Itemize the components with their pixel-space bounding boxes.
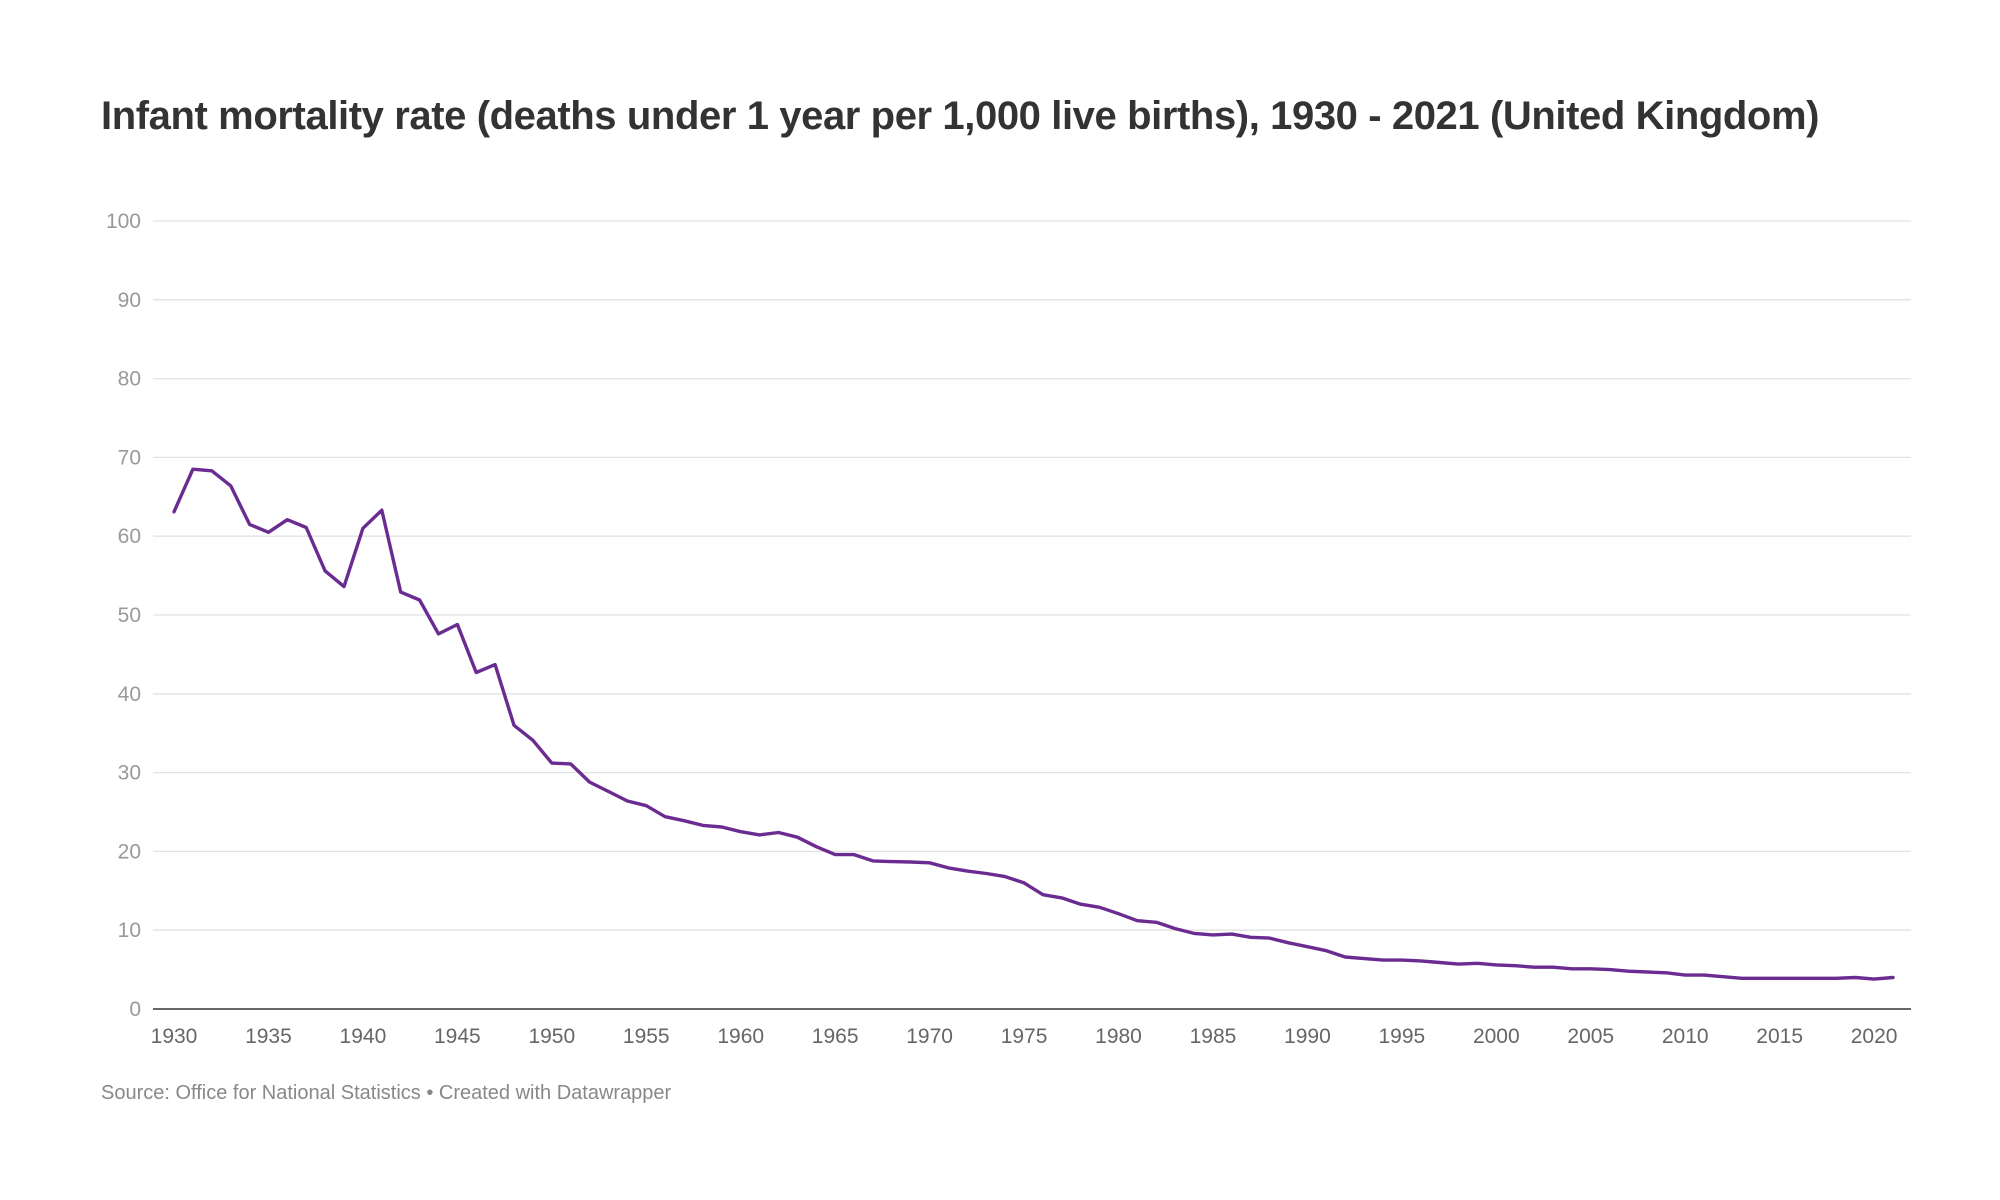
y-tick-label-0: 0	[129, 998, 141, 1021]
x-tick-label-1940: 1940	[340, 1025, 387, 1048]
x-tick-label-1955: 1955	[623, 1025, 670, 1048]
y-tick-label-10: 10	[118, 919, 141, 942]
series-line-0	[172, 467, 1895, 981]
x-tick-label-1960: 1960	[717, 1025, 764, 1048]
x-tick-label-1970: 1970	[906, 1025, 953, 1048]
x-tick-label-1995: 1995	[1378, 1025, 1425, 1048]
x-tick-label-2000: 2000	[1473, 1025, 1520, 1048]
x-tick-label-1935: 1935	[245, 1025, 292, 1048]
x-tick-label-2010: 2010	[1662, 1025, 1709, 1048]
x-tick-label-2015: 2015	[1756, 1025, 1803, 1048]
x-tick-label-1965: 1965	[812, 1025, 859, 1048]
x-tick-label-1980: 1980	[1095, 1025, 1142, 1048]
x-tick-label-1930: 1930	[151, 1025, 198, 1048]
y-tick-label-70: 70	[118, 446, 141, 469]
series-layer	[172, 467, 1895, 981]
y-tick-label-50: 50	[118, 604, 141, 627]
x-tick-label-2020: 2020	[1851, 1025, 1898, 1048]
y-tick-label-100: 100	[106, 210, 141, 233]
x-tick-label-1945: 1945	[434, 1025, 481, 1048]
source-note: Source: Office for National Statistics •…	[101, 1082, 672, 1104]
x-tick-label-2005: 2005	[1567, 1025, 1614, 1048]
y-tick-label-40: 40	[118, 683, 141, 706]
y-axis-tick-labels: 0 10 20 30 40 50 60 70 80 90 100	[106, 210, 141, 1021]
y-tick-label-80: 80	[118, 368, 141, 391]
y-tick-label-30: 30	[118, 762, 141, 785]
y-tick-label-60: 60	[118, 525, 141, 548]
x-tick-label-1985: 1985	[1190, 1025, 1237, 1048]
x-tick-label-1990: 1990	[1284, 1025, 1331, 1048]
y-tick-label-20: 20	[118, 840, 141, 863]
gridlines	[153, 220, 1911, 931]
x-axis-tick-labels: 1930 1935 1940 1945 1950 1955 1960 1965 1970 1975…	[151, 1025, 1898, 1048]
y-tick-label-90: 90	[118, 289, 141, 312]
x-tick-label-1950: 1950	[528, 1025, 575, 1048]
x-tick-label-1975: 1975	[1001, 1025, 1048, 1048]
chart-title: Infant mortality rate (deaths under 1 ye…	[101, 94, 1820, 138]
